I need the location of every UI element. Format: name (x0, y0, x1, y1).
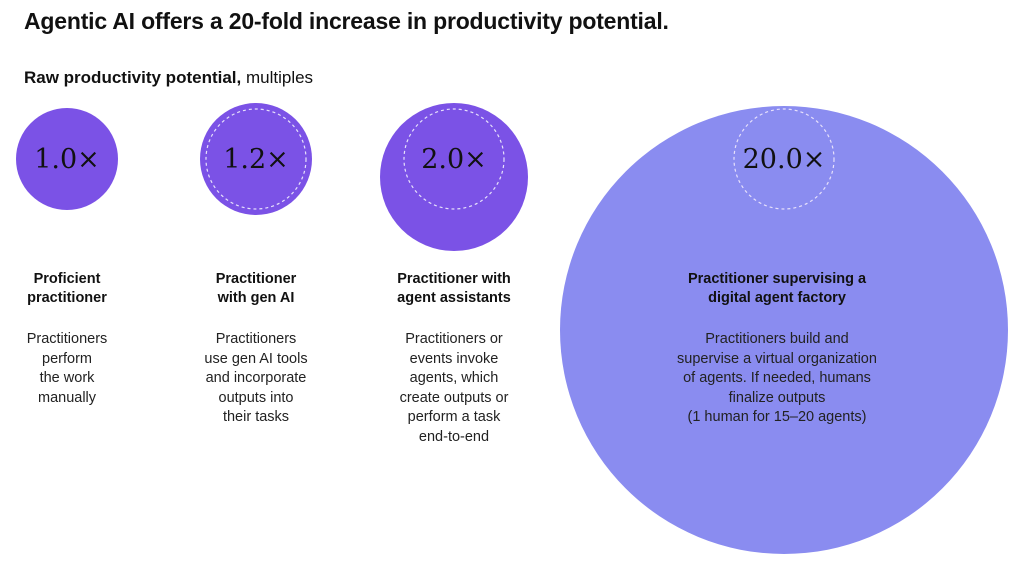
stage-description-line: their tasks (222, 409, 290, 425)
stage-description-line: create outputs or (399, 389, 509, 406)
subtitle-bold: Raw productivity potential, (24, 68, 242, 87)
bubble-value-label-2: 1.2× (223, 144, 289, 175)
stage-title-line: digital agent factory (708, 290, 846, 306)
stage-title-line: Proficient (33, 271, 101, 287)
stage-description-3: Practitioners or events invoke agents, whi… (369, 330, 539, 447)
stage-description-line: use gen AI tools (204, 350, 308, 367)
stage-description-line: agents, which (409, 370, 499, 386)
stage-title-line: with gen AI (217, 290, 295, 306)
stage-description-line: supervise a virtual organization (677, 350, 877, 367)
stage-description-line: events invoke (409, 350, 499, 367)
baseline-outline-2 (205, 108, 307, 210)
stage-description-line: and incorporate (205, 370, 307, 386)
stage-description-line: Practitioners (215, 331, 297, 347)
stage-title-3: Practitioner with agent assistants (369, 270, 539, 308)
stage-description-line: manually (37, 389, 97, 406)
stage-description-line: perform (42, 350, 92, 367)
bubble-2 (200, 103, 312, 215)
bubble-3 (380, 103, 528, 251)
bubble-4 (560, 106, 1008, 554)
stage-description-line: Practitioners (26, 331, 108, 347)
stage-description-1: Practitioners perform the work manually (0, 330, 142, 408)
stage-description-line: the work (39, 370, 95, 386)
stage-title-line: Practitioner (215, 271, 297, 287)
stage-title-line: agent assistants (397, 290, 511, 306)
stage-title-line: Practitioner with (397, 271, 511, 287)
stage-title-line: practitioner (27, 290, 107, 306)
chart-title: Agentic AI offers a 20-fold increase in … (24, 8, 669, 34)
stage-description-line: end-to-end (418, 428, 490, 445)
stage-description-line: (1 human for 15–20 agents) (687, 409, 867, 425)
stage-description-line: Practitioners or (405, 331, 503, 347)
stage-description-2: Practitioners use gen AI tools and incorpo… (181, 330, 331, 428)
stage-description-line: finalize outputs (728, 389, 826, 406)
baseline-outline-3 (403, 108, 505, 210)
bubble-value-label-1: 1.0× (34, 144, 100, 175)
stage-title-1: Proficient practitioner (0, 270, 142, 308)
stage-title-line: Practitioner supervising a (687, 271, 867, 287)
stage-title-4: Practitioner supervising a digital agent … (647, 270, 907, 308)
stage-title-2: Practitioner with gen AI (181, 270, 331, 308)
bubble-1 (16, 108, 118, 210)
stage-description-line: outputs into (218, 389, 294, 406)
stage-description-line: of agents. If needed, humans (683, 370, 871, 386)
baseline-outline-4 (733, 108, 835, 210)
subtitle-unit: multiples (241, 68, 314, 87)
stage-description-line: perform a task (407, 409, 501, 425)
chart-subtitle: Raw productivity potential, multiples (24, 68, 313, 88)
bubble-value-label-3: 2.0× (421, 144, 487, 175)
stage-description-4: Practitioners build and supervise a virtu… (647, 330, 907, 428)
bubble-value-label-4: 20.0× (743, 144, 826, 175)
stage-description-line: Practitioners build and (705, 331, 849, 347)
